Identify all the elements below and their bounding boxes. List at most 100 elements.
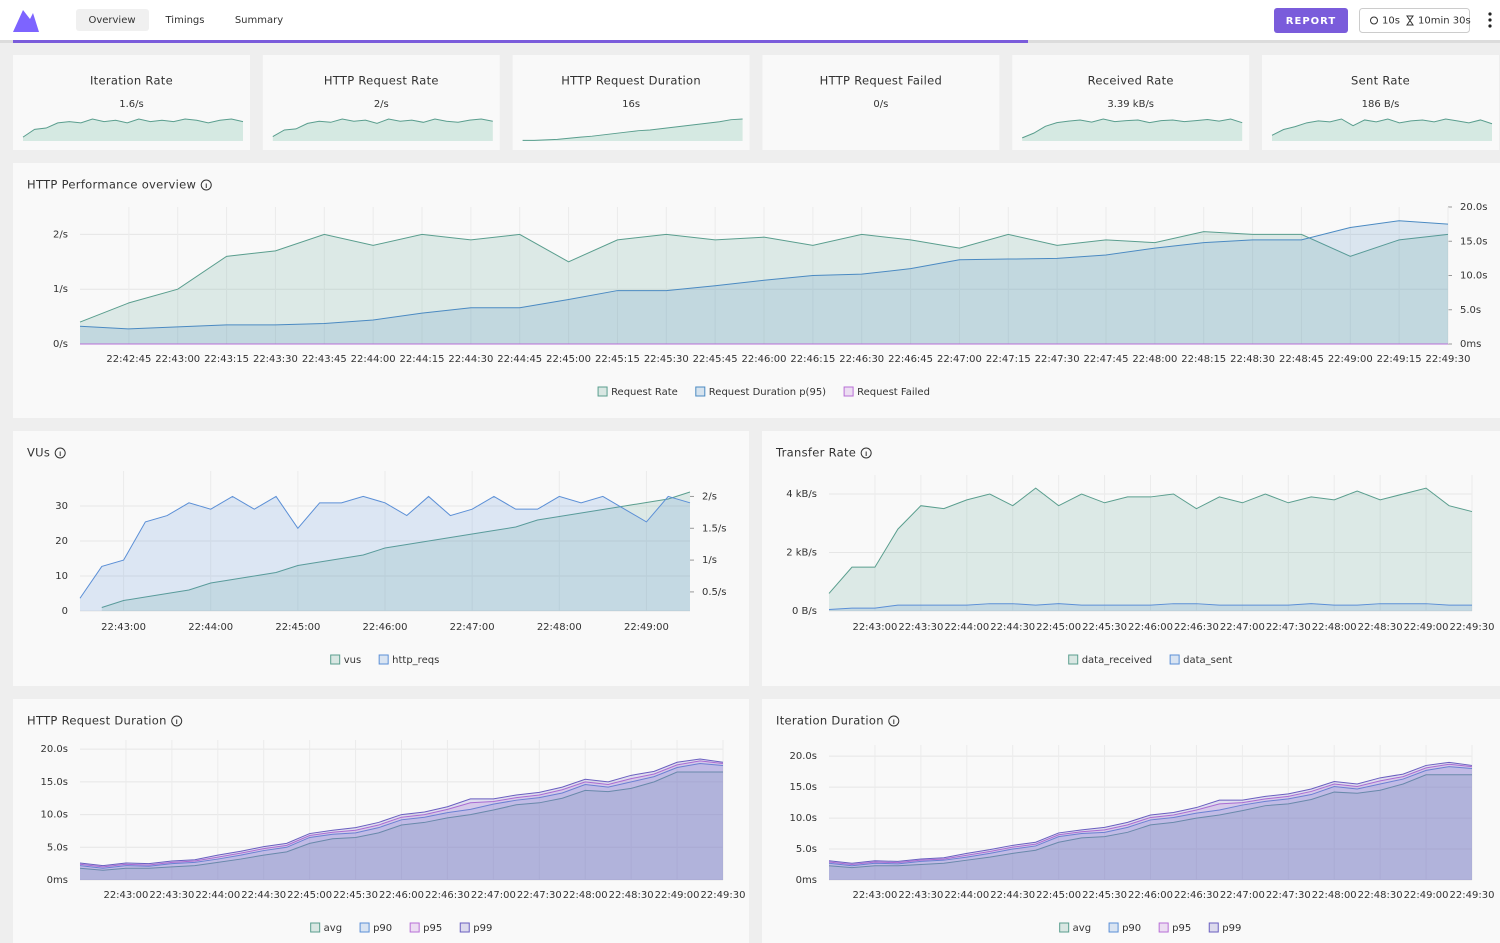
y-tick-label: 20 [55,536,68,547]
x-tick-label: 22:44:00 [188,622,233,633]
y-tick-label: 0/s [53,339,68,350]
card-title: Iteration Rate [90,74,173,88]
legend-label[interactable]: avg [1073,923,1091,934]
x-tick-label: 22:48:30 [1358,622,1403,633]
x-tick-label: 22:46:30 [1174,890,1219,901]
x-tick-label: 22:46:30 [1174,622,1219,633]
card-value: 3.39 kB/s [1107,99,1154,110]
line [79,771,723,871]
panel [762,431,1500,686]
line [101,491,691,608]
chart-title: HTTP Request Duration [27,714,167,728]
legend-label[interactable]: data_sent [1183,655,1232,666]
x-tick-label: 22:48:00 [537,622,582,633]
x-tick-label: 22:48:00 [563,890,608,901]
x-tick-label: 22:48:00 [1312,622,1357,633]
area [80,231,1448,344]
card-title: HTTP Request Failed [820,74,943,88]
panel [13,699,749,943]
x-tick-label: 22:43:00 [852,890,897,901]
area [80,763,723,880]
x-tick-label: 22:44:30 [990,890,1035,901]
legend-label[interactable]: Request Duration p(95) [709,387,826,398]
line [828,766,1473,867]
tab[interactable]: Overview [88,15,135,26]
line [828,763,1473,866]
info-icon [171,715,183,727]
line [828,603,1472,611]
legend-swatch [409,922,420,933]
area [829,603,1472,611]
y2-tick-label: 1.5/s [702,523,726,534]
x-tick-label: 22:46:00 [1128,622,1173,633]
legend-label[interactable]: p99 [1222,923,1241,934]
area [80,758,723,880]
x-tick-label: 22:45:00 [1036,890,1081,901]
y2-tick-label: 20.0s [1460,202,1487,213]
line [828,487,1473,594]
legend-label[interactable]: p95 [1172,923,1191,934]
line [79,495,691,599]
sparkline [1022,118,1243,139]
area [80,496,690,611]
legend-label[interactable]: p95 [423,923,442,934]
y2-tick-label: 2/s [702,491,717,502]
report-label[interactable]: REPORT [1286,16,1336,27]
x-tick-label: 22:46:15 [790,354,835,365]
legend-label[interactable]: avg [324,923,342,934]
legend-swatch [1108,922,1119,933]
tab[interactable]: Timings [165,15,205,26]
sparkline [22,118,244,138]
x-tick-label: 22:45:00 [275,622,320,633]
legend-swatch [459,922,470,933]
report-button[interactable] [1274,8,1348,33]
x-tick-label: 22:44:15 [400,354,445,365]
sparkline [272,118,493,138]
area [829,764,1472,880]
y-tick-label: 10 [55,571,68,582]
area [80,772,723,880]
x-tick-label: 22:49:00 [1404,622,1449,633]
legend-label[interactable]: p90 [1122,923,1141,934]
legend-label[interactable]: vus [344,655,361,666]
card-value: 2/s [374,99,389,110]
x-tick-label: 22:44:30 [990,622,1035,633]
legend-label[interactable]: Request Failed [857,387,930,398]
x-tick-label: 22:46:30 [425,890,470,901]
x-tick-label: 22:43:00 [103,890,148,901]
legend-label[interactable]: data_received [1082,655,1152,666]
legend-label[interactable]: p90 [373,923,392,934]
y-tick-label: 20.0s [41,744,68,755]
panel [13,431,749,686]
legend-label[interactable]: http_reqs [392,655,439,666]
legend-swatch [359,922,370,933]
x-tick-label: 22:47:30 [1266,622,1311,633]
legend-swatch [310,922,321,933]
line [79,231,1449,323]
x-tick-label: 22:46:00 [1128,890,1173,901]
x-tick-label: 22:45:00 [1036,622,1081,633]
sparkline-area [23,119,243,141]
logo[interactable] [13,10,39,32]
header-bar [0,0,1500,40]
tab[interactable]: Summary [235,15,283,26]
legend-label[interactable]: Request Rate [611,387,678,398]
y-tick-label: 1/s [53,284,68,295]
x-tick-label: 22:46:00 [363,622,408,633]
x-tick-label: 22:43:00 [101,622,146,633]
x-tick-label: 22:47:00 [1220,622,1265,633]
x-tick-label: 22:47:00 [1220,890,1265,901]
sparkline-area [522,119,743,141]
x-tick-label: 22:48:15 [1181,354,1226,365]
chart-title: VUs [27,446,50,460]
y-tick-label: 10.0s [790,813,817,824]
x-tick-label: 22:49:00 [1404,890,1449,901]
menu-icon[interactable] [1488,12,1492,28]
legend-label[interactable]: p99 [473,923,492,934]
y2-tick-label: 0.5/s [702,587,726,598]
y-tick-label: 5.0s [796,844,817,855]
x-tick-label: 22:46:00 [379,890,424,901]
line [828,761,1473,864]
clock-icon [1370,16,1378,25]
